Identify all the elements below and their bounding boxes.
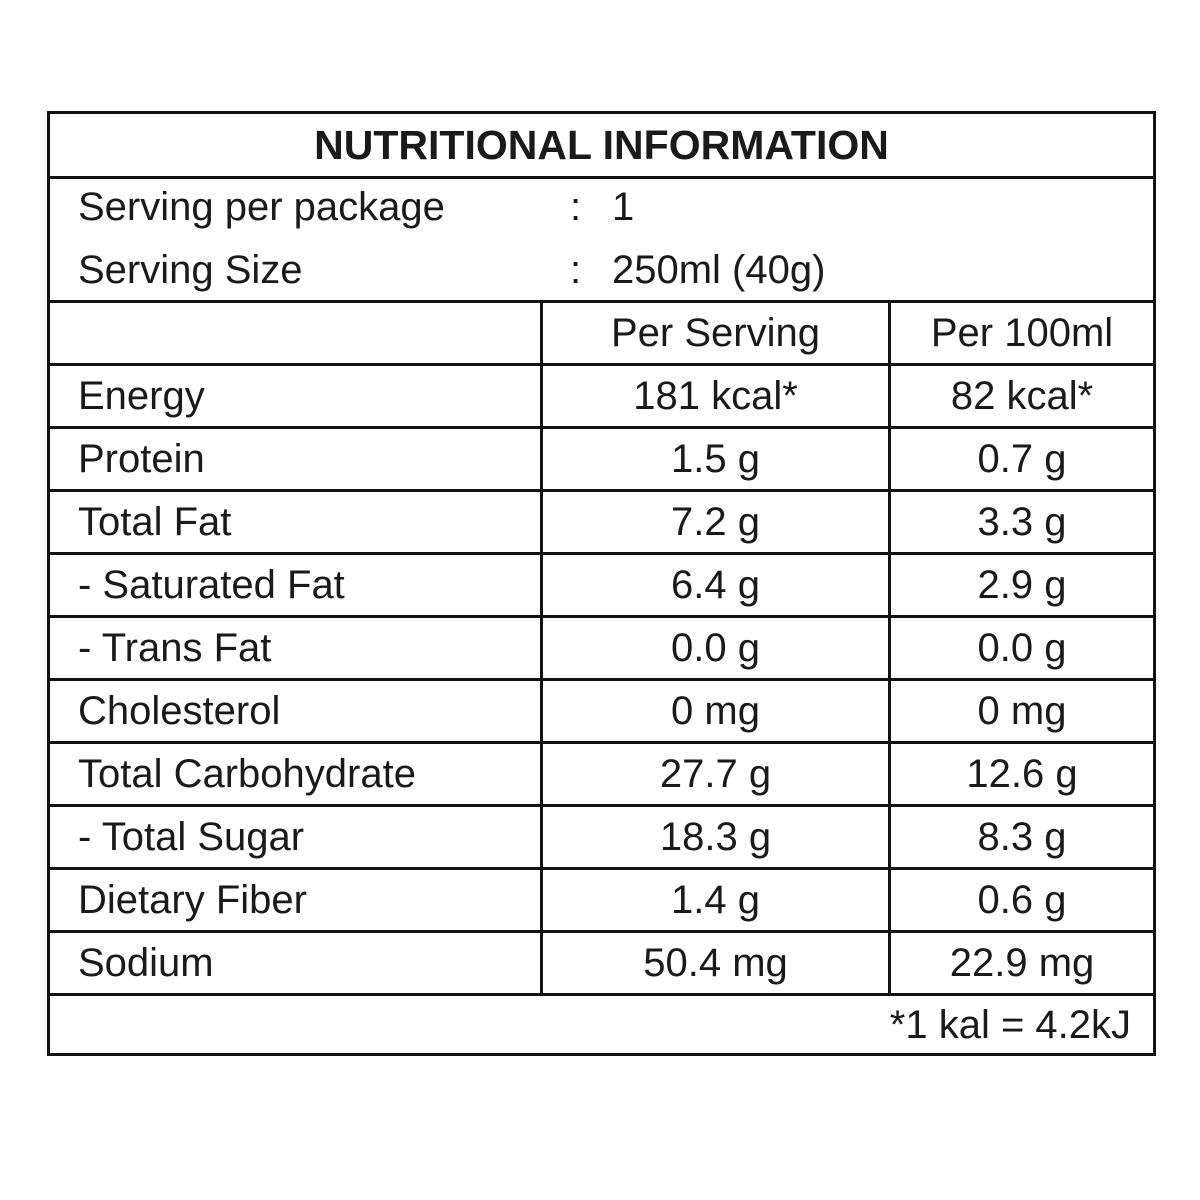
nutrient-value: 1.4 g: [540, 867, 891, 933]
footnote-row: *1 kal = 4.2kJ: [46, 993, 1157, 1056]
nutrient-value: 50.4 mg: [540, 930, 891, 996]
nutrient-value: 0 mg: [887, 678, 1157, 744]
title-row: NUTRITIONAL INFORMATION: [46, 111, 1157, 179]
nutrient-value: 7.2 g: [540, 489, 891, 555]
nutrient-row: - Saturated Fat 6.4 g 2.9 g: [47, 552, 1157, 618]
nutrient-name: - Trans Fat: [47, 615, 543, 681]
nutrition-table: NUTRITIONAL INFORMATION Serving per pack…: [46, 111, 1157, 1056]
nutrient-value: 2.9 g: [887, 552, 1157, 618]
serving-value: 250ml (40g): [612, 248, 826, 292]
serving-row: Serving per package:1 Serving Size:250ml …: [46, 176, 1157, 303]
nutrient-value: 0.0 g: [540, 615, 891, 681]
nutrient-value: 82 kcal*: [887, 363, 1157, 429]
nutrient-value: 27.7 g: [540, 741, 891, 807]
serving-separator: :: [570, 185, 582, 229]
nutrient-row: Total Carbohydrate 27.7 g 12.6 g: [47, 741, 1157, 807]
nutrient-value: 181 kcal*: [540, 363, 891, 429]
title: NUTRITIONAL INFORMATION: [46, 111, 1157, 179]
table-body: NUTRITIONAL INFORMATION Serving per pack…: [46, 111, 1157, 1056]
nutrient-row: Dietary Fiber 1.4 g 0.6 g: [47, 867, 1157, 933]
nutrient-value: 3.3 g: [887, 489, 1157, 555]
nutrient-name: - Total Sugar: [47, 804, 543, 870]
nutrient-value: 0.0 g: [887, 615, 1157, 681]
nutrient-name: Total Carbohydrate: [47, 741, 543, 807]
nutrient-value: 8.3 g: [887, 804, 1157, 870]
column-header: Per Serving: [540, 300, 891, 366]
column-header: Per 100ml: [887, 300, 1157, 366]
serving-cell: Serving per package:1 Serving Size:250ml …: [46, 176, 1157, 303]
nutrient-value: 0 mg: [540, 678, 891, 744]
header-row: Per Serving Per 100ml: [47, 300, 1157, 366]
nutrient-name: Energy: [47, 363, 543, 429]
nutrient-value: 0.6 g: [887, 867, 1157, 933]
nutrient-value: 18.3 g: [540, 804, 891, 870]
nutrient-value: 0.7 g: [887, 426, 1157, 492]
nutrient-value: 1.5 g: [540, 426, 891, 492]
serving-line: Serving per package:1: [50, 181, 1153, 231]
nutrient-value: 12.6 g: [887, 741, 1157, 807]
nutrient-row: Energy 181 kcal* 82 kcal*: [47, 363, 1157, 429]
serving-label: Serving per package: [78, 185, 445, 229]
nutrient-name: Dietary Fiber: [47, 867, 543, 933]
nutrient-value: 22.9 mg: [887, 930, 1157, 996]
nutrient-row: Cholesterol 0 mg 0 mg: [47, 678, 1157, 744]
serving-value: 1: [612, 185, 635, 229]
nutrient-row: - Trans Fat 0.0 g 0.0 g: [47, 615, 1157, 681]
footnote: *1 kal = 4.2kJ: [46, 993, 1157, 1056]
nutrient-value: 6.4 g: [540, 552, 891, 618]
serving-label: Serving Size: [78, 248, 303, 292]
nutrient-name: - Saturated Fat: [47, 552, 543, 618]
nutrient-row: Total Fat 7.2 g 3.3 g: [47, 489, 1157, 555]
nutrient-row: Sodium 50.4 mg 22.9 mg: [47, 930, 1157, 996]
nutrient-row: Protein 1.5 g 0.7 g: [47, 426, 1157, 492]
serving-separator: :: [570, 248, 582, 292]
serving-line: Serving Size:250ml (40g): [50, 244, 1153, 294]
nutrient-name: Cholesterol: [47, 678, 543, 744]
nutrient-row: - Total Sugar 18.3 g 8.3 g: [47, 804, 1157, 870]
nutrient-name: Total Fat: [47, 489, 543, 555]
nutrient-name: Sodium: [47, 930, 543, 996]
nutrient-name: Protein: [47, 426, 543, 492]
header-empty: [47, 300, 543, 366]
